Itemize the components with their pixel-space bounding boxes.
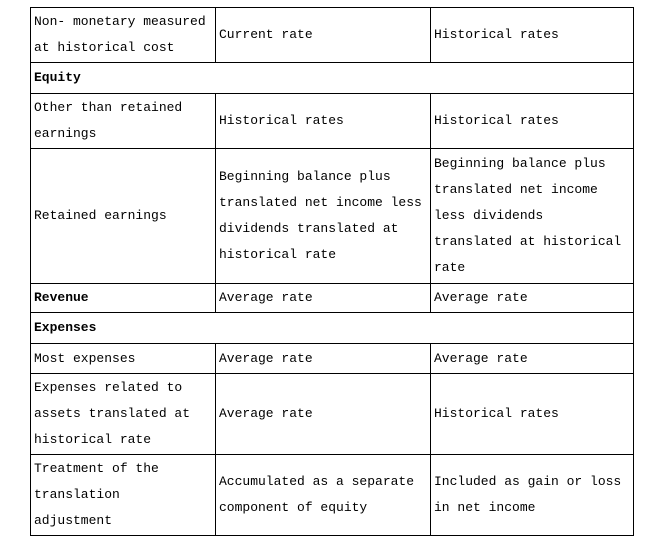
table-row: Treatment of the translation adjustment … [30, 454, 634, 536]
table-row: Most expenses Average rate Average rate [30, 343, 634, 374]
row-label-cell: Revenue [30, 283, 216, 313]
value-cell: Beginning balance plus translated net in… [215, 148, 431, 284]
value-cell: Historical rates [430, 373, 634, 455]
section-row-equity: Equity [30, 62, 634, 94]
row-label-cell: Expenses related to assets translated at… [30, 373, 216, 455]
value-cell: Average rate [215, 343, 431, 374]
section-row-expenses: Expenses [30, 312, 634, 344]
row-label-cell: Treatment of the translation adjustment [30, 454, 216, 536]
table-row: Expenses related to assets translated at… [30, 373, 634, 455]
row-label-cell: Non- monetary measured at historical cos… [30, 7, 216, 63]
value-cell: Average rate [215, 283, 431, 313]
value-cell: Current rate [215, 7, 431, 63]
value-cell: Historical rates [215, 93, 431, 149]
section-label-cell: Expenses [30, 312, 634, 344]
value-cell: Included as gain or loss in net income [430, 454, 634, 536]
row-label-cell: Most expenses [30, 343, 216, 374]
value-cell: Average rate [430, 283, 634, 313]
translation-methods-table: Non- monetary measured at historical cos… [30, 7, 634, 536]
table-row: Other than retained earnings Historical … [30, 93, 634, 149]
value-cell: Average rate [215, 373, 431, 455]
row-label-cell: Retained earnings [30, 148, 216, 284]
table-row: Non- monetary measured at historical cos… [30, 7, 634, 63]
value-cell: Average rate [430, 343, 634, 374]
table-row: Retained earnings Beginning balance plus… [30, 148, 634, 284]
value-cell: Accumulated as a separate component of e… [215, 454, 431, 536]
section-label-cell: Equity [30, 62, 634, 94]
translation-methods-table-wrap: Non- monetary measured at historical cos… [30, 7, 634, 536]
value-cell: Historical rates [430, 93, 634, 149]
value-cell: Beginning balance plus translated net in… [430, 148, 634, 284]
table-row: Revenue Average rate Average rate [30, 283, 634, 313]
value-cell: Historical rates [430, 7, 634, 63]
row-label-cell: Other than retained earnings [30, 93, 216, 149]
